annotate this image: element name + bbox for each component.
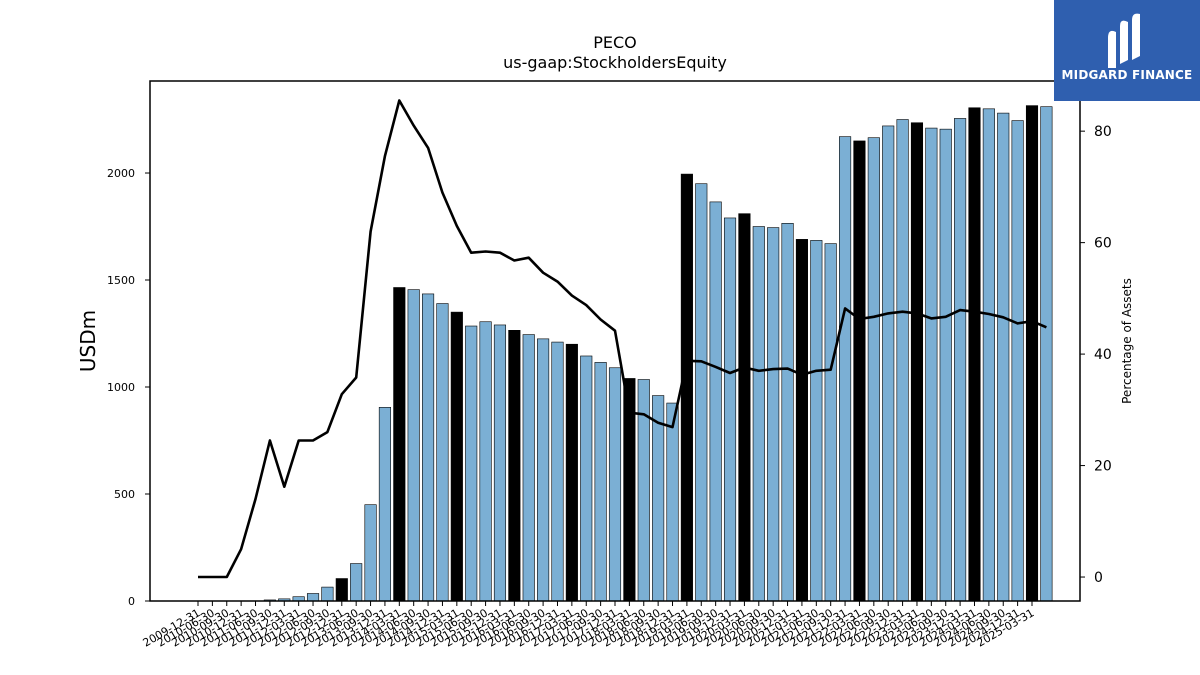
bar	[465, 325, 478, 602]
chart-subtitle: us-gaap:StockholdersEquity	[503, 53, 727, 72]
y-tick-label: 0	[128, 595, 135, 608]
bar	[450, 311, 463, 602]
y2-axis-label: Percentage of Assets	[1120, 278, 1134, 404]
bar	[925, 127, 938, 602]
brand-logo: MIDGARD FINANCE	[1054, 0, 1200, 101]
y-tick-label: 1500	[107, 274, 135, 287]
percentage-line-series	[198, 99, 1047, 579]
bar	[810, 240, 823, 602]
bar	[695, 183, 708, 602]
bar	[910, 122, 924, 602]
bar	[666, 402, 679, 602]
x-axis: 2009-12-312010-06-302010-09-302010-12-31…	[141, 601, 1037, 650]
bar	[551, 341, 564, 602]
bar	[436, 303, 449, 602]
bar	[853, 140, 866, 602]
y-axis-left: 0 500 1000 1500 2000	[107, 167, 150, 608]
y-axis-right: 0 20 40 60 80	[1080, 124, 1112, 586]
bar	[321, 586, 334, 602]
bar-series	[263, 105, 1053, 602]
bar	[378, 407, 391, 602]
percentage-line	[198, 99, 1047, 579]
bar	[939, 128, 952, 602]
bar	[1025, 105, 1039, 602]
bar	[306, 593, 320, 602]
bar	[1040, 106, 1053, 602]
bar	[580, 355, 593, 602]
bar	[767, 227, 780, 602]
bar	[752, 226, 765, 602]
bar	[795, 239, 808, 602]
y2-tick-label: 60	[1094, 236, 1112, 252]
y-tick-label: 500	[114, 488, 135, 501]
bar	[896, 119, 909, 602]
bar	[479, 321, 492, 602]
bar	[537, 338, 550, 602]
bar	[335, 578, 348, 602]
chart-title: PECO	[593, 33, 637, 52]
bar	[508, 330, 521, 602]
bar	[522, 334, 535, 602]
bar	[594, 362, 607, 602]
bar	[867, 137, 880, 602]
bar	[680, 173, 693, 602]
bar	[723, 217, 737, 602]
y2-tick-label: 40	[1094, 347, 1112, 363]
y-tick-label: 1000	[107, 381, 135, 394]
bar	[350, 563, 363, 602]
y-tick-label: 2000	[107, 167, 135, 180]
bar	[968, 107, 981, 602]
y2-tick-label: 20	[1094, 459, 1112, 475]
bar	[608, 367, 622, 602]
y2-tick-label: 0	[1094, 570, 1103, 586]
bar	[565, 343, 578, 602]
logo-text: MIDGARD FINANCE	[1061, 68, 1193, 82]
bar	[393, 287, 406, 602]
bar	[954, 118, 967, 602]
bar	[997, 112, 1010, 602]
bar	[407, 289, 420, 602]
y-axis-label: USDm	[76, 310, 100, 372]
bar	[493, 324, 507, 602]
bar	[1011, 120, 1024, 602]
bar	[652, 395, 665, 602]
logo-mark-icon	[1108, 13, 1140, 68]
bar	[839, 136, 852, 602]
bar	[882, 125, 895, 602]
bar	[781, 223, 794, 602]
bar	[422, 293, 435, 602]
bar	[738, 213, 751, 602]
y2-tick-label: 80	[1094, 124, 1112, 140]
bar	[982, 108, 995, 602]
bar	[709, 201, 722, 602]
bar	[364, 504, 377, 602]
bar	[824, 243, 837, 602]
